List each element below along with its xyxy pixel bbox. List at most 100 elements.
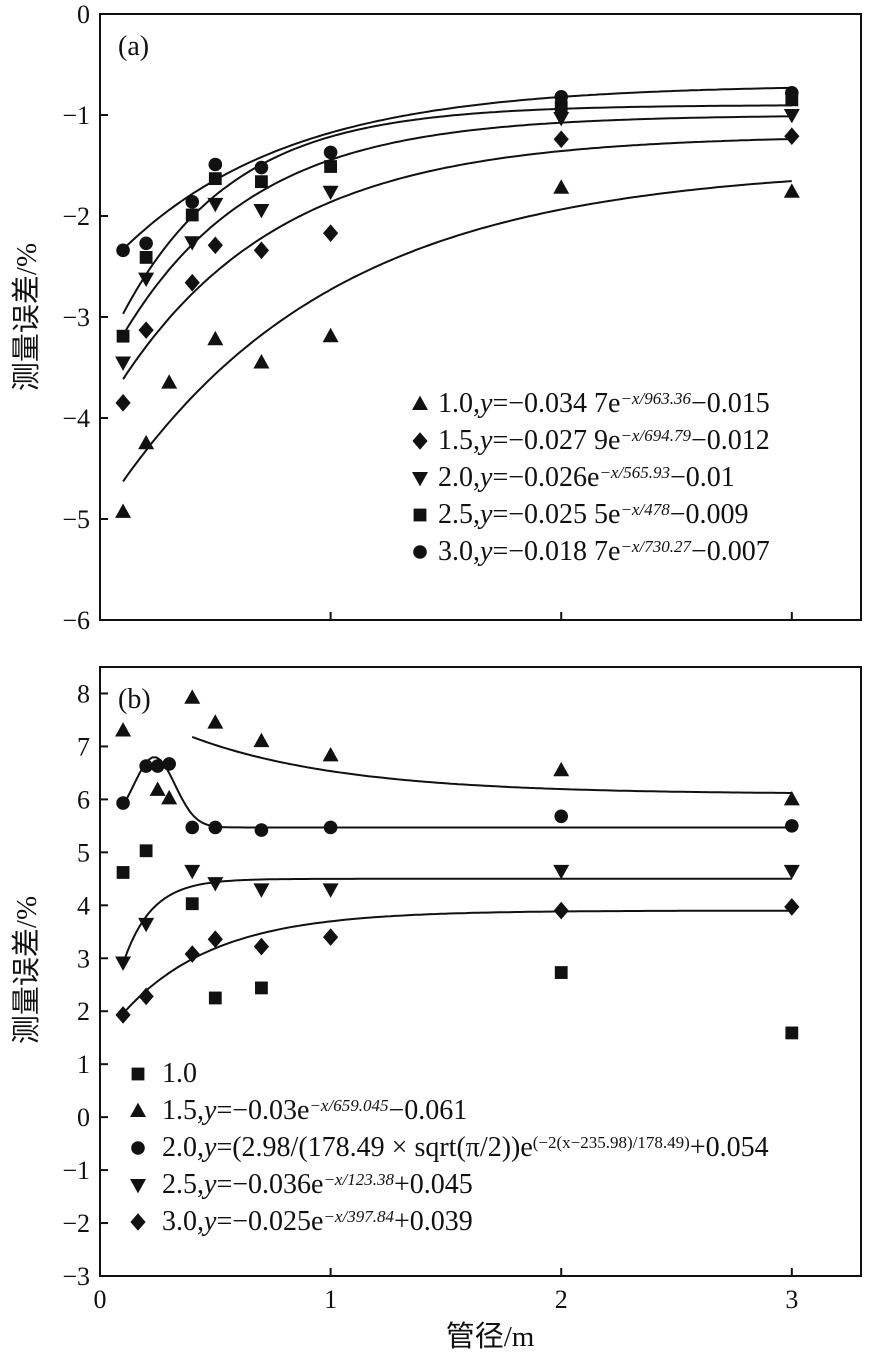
data-point-3-0 bbox=[253, 937, 270, 956]
data-point-3-0 bbox=[207, 930, 223, 948]
data-point-2-0 bbox=[254, 823, 269, 837]
data-point-2-0 bbox=[785, 819, 799, 833]
data-point-2-5 bbox=[783, 864, 800, 880]
data-point-2-5 bbox=[322, 883, 339, 898]
data-point-1-5 bbox=[783, 790, 800, 806]
legend-marker-1-5 bbox=[130, 1102, 146, 1117]
data-point-3-0 bbox=[785, 85, 799, 100]
ytick-label: 4 bbox=[77, 891, 90, 920]
data-point-2-5 bbox=[115, 956, 132, 971]
data-point-1-0 bbox=[116, 866, 130, 879]
data-point-1-0 bbox=[138, 434, 155, 450]
legend-entry-2-5: 2.5,y=−0.036e−x/123.38+0.045 bbox=[162, 1169, 473, 1200]
fit-line-2-5 bbox=[122, 104, 792, 315]
data-point-2-0 bbox=[150, 759, 165, 773]
data-point-1-5 bbox=[115, 722, 132, 737]
panel-a-ylabel: 测量误差/% bbox=[10, 243, 43, 391]
data-point-1-0 bbox=[207, 330, 224, 346]
data-point-3-0 bbox=[254, 160, 269, 175]
data-point-1-5 bbox=[138, 321, 154, 339]
data-point-2-0 bbox=[553, 112, 570, 127]
data-point-2-0 bbox=[322, 185, 339, 201]
data-point-3-0 bbox=[208, 157, 223, 172]
data-point-2-0 bbox=[207, 197, 224, 213]
fit-line-3-0 bbox=[122, 86, 792, 251]
data-point-1-5 bbox=[149, 781, 166, 796]
panel-a-fit-lines bbox=[122, 86, 792, 482]
data-point-1-5 bbox=[184, 689, 201, 704]
data-point-2-5 bbox=[138, 917, 155, 933]
panel-b-legend: 1.0 1.5,y=−0.03e−x/659.045−0.061 2.0,y=(2.… bbox=[130, 1058, 769, 1237]
data-point-2-5 bbox=[253, 883, 270, 898]
fit-line-2-5 bbox=[122, 877, 792, 964]
data-point-2-0 bbox=[162, 757, 176, 771]
legend-entry-2-0: 2.0,y=(2.98/(178.49 × sqrt(π/2))e(−2(x−2… bbox=[162, 1132, 769, 1163]
data-point-1-0 bbox=[553, 179, 570, 194]
legend-entry-1-5: 1.5,y=−0.03e−x/659.045−0.061 bbox=[162, 1095, 467, 1126]
panel-b-points bbox=[115, 689, 800, 1040]
xtick-label: 2 bbox=[555, 1285, 568, 1314]
legend-entry-3-0: 3.0,y=−0.025e−x/397.84+0.039 bbox=[162, 1206, 473, 1237]
legend-entry-3-0: 3.0,y=−0.018 7e−x/730.27−0.007 bbox=[438, 536, 770, 567]
data-point-1-0 bbox=[115, 503, 132, 518]
data-point-2-0 bbox=[783, 109, 800, 124]
data-point-2-5 bbox=[553, 864, 570, 880]
data-point-1-0 bbox=[783, 183, 800, 198]
data-point-2-0 bbox=[116, 796, 130, 810]
data-point-1-0 bbox=[554, 966, 568, 979]
legend-entry-1-5: 1.5,y=−0.027 9e−x/694.79−0.012 bbox=[438, 425, 770, 456]
data-point-1-0 bbox=[161, 374, 178, 389]
data-point-3-0 bbox=[185, 195, 200, 209]
data-point-2-5 bbox=[255, 175, 268, 189]
data-point-2-5 bbox=[554, 100, 568, 114]
ytick-label: −4 bbox=[62, 404, 90, 433]
legend-marker-3-0 bbox=[413, 545, 427, 559]
panel-b-fit-lines bbox=[122, 735, 792, 1015]
data-point-2-0 bbox=[253, 203, 270, 219]
fit-line-2-0 bbox=[122, 115, 792, 336]
xtick-label: 0 bbox=[94, 1285, 107, 1314]
xtick-label: 3 bbox=[785, 1285, 798, 1314]
legend-marker-1-0 bbox=[412, 395, 428, 410]
data-point-2-0 bbox=[139, 759, 153, 773]
legend-entry-1-0: 1.0,y=−0.034 7e−x/963.36−0.015 bbox=[438, 388, 770, 419]
data-point-3-0 bbox=[116, 243, 130, 258]
data-point-1-5 bbox=[253, 732, 270, 748]
data-point-2-0 bbox=[115, 356, 132, 371]
ytick-label: 2 bbox=[77, 997, 90, 1026]
ytick-label: 7 bbox=[77, 732, 90, 761]
legend-entry-2-0: 2.0,y=−0.026e−x/565.93−0.01 bbox=[438, 462, 735, 493]
data-point-1-0 bbox=[785, 1026, 799, 1040]
data-point-2-5 bbox=[207, 877, 224, 892]
data-point-2-5 bbox=[116, 329, 130, 343]
data-point-1-5 bbox=[323, 224, 339, 242]
panel-b-label: (b) bbox=[118, 684, 151, 715]
ytick-label: −6 bbox=[62, 606, 90, 635]
data-point-1-5 bbox=[115, 394, 131, 412]
data-point-1-0 bbox=[253, 354, 270, 369]
ytick-label: −1 bbox=[62, 1156, 90, 1185]
panel-b-frame bbox=[99, 666, 862, 1277]
legend-marker-2-5 bbox=[413, 508, 427, 522]
data-point-2-0 bbox=[554, 809, 569, 824]
data-point-3-0 bbox=[554, 90, 569, 104]
data-point-2-5 bbox=[139, 251, 153, 264]
data-point-2-5 bbox=[324, 160, 338, 173]
legend-entry-1-0: 1.0 bbox=[162, 1058, 197, 1089]
data-point-1-5 bbox=[784, 127, 800, 146]
fit-line-1-5 bbox=[191, 735, 792, 794]
data-point-2-0 bbox=[208, 820, 223, 835]
xtick-label: 1 bbox=[324, 1285, 337, 1314]
data-point-1-5 bbox=[207, 714, 224, 729]
data-point-3-0 bbox=[553, 901, 569, 920]
ytick-label: 5 bbox=[77, 838, 90, 867]
data-point-2-0 bbox=[185, 820, 200, 835]
ytick-label: 1 bbox=[77, 1050, 90, 1079]
ytick-label: 0 bbox=[77, 1103, 90, 1132]
data-point-3-0 bbox=[323, 145, 338, 160]
data-point-3-0 bbox=[139, 236, 153, 251]
data-point-1-5 bbox=[184, 273, 200, 292]
data-point-2-0 bbox=[184, 236, 201, 251]
